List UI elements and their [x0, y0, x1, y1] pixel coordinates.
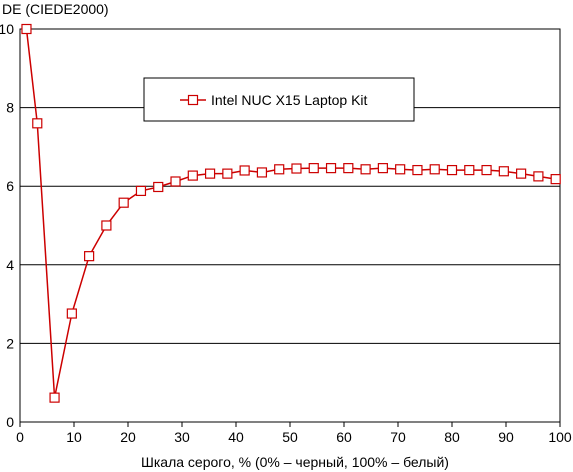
data-point-marker: [395, 164, 406, 175]
y-tick-label-8: 8: [6, 100, 14, 116]
x-tick-label-70: 70: [390, 429, 406, 445]
grid-lines: [20, 107, 560, 344]
data-point-marker: [118, 197, 129, 208]
x-tick-label-40: 40: [228, 429, 244, 445]
legend: Intel NUC X15 Laptop Kit: [143, 77, 415, 122]
data-point-marker: [101, 220, 112, 231]
data-point-marker: [498, 166, 509, 177]
data-point-marker: [325, 163, 337, 174]
y-axis-title: DE (CIEDE2000): [2, 1, 109, 17]
data-point-marker: [550, 174, 561, 185]
x-tick-label-100: 100: [548, 429, 572, 445]
x-tick-label-80: 80: [444, 429, 460, 445]
data-point-marker: [412, 164, 423, 176]
data-point-marker: [21, 23, 32, 35]
data-point-marker: [222, 168, 233, 179]
y-tick-label-0: 0: [6, 414, 14, 430]
x-axis-title: Шкала серого, % (0% – черный, 100% – бел…: [141, 454, 449, 470]
legend-entry-label: Intel NUC X15 Laptop Kit: [211, 92, 368, 108]
data-point-marker: [343, 163, 354, 174]
data-point-marker: [49, 392, 60, 403]
data-point-marker: [170, 176, 181, 187]
y-tick-label-4: 4: [6, 257, 14, 273]
data-point-marker: [187, 170, 198, 181]
data-point-marker: [429, 164, 440, 175]
series-layer: [21, 23, 561, 403]
data-point-marker: [360, 164, 371, 175]
y-tick-label-2: 2: [6, 335, 14, 351]
x-tick-label-60: 60: [336, 429, 352, 445]
data-point-marker: [239, 165, 250, 176]
data-point-marker: [256, 167, 268, 178]
data-point-marker: [84, 251, 95, 262]
data-point-marker: [464, 164, 475, 176]
data-point-marker: [32, 118, 43, 129]
x-tick-label-50: 50: [282, 429, 298, 445]
data-point-marker: [66, 308, 77, 319]
legend-marker-swatch: [187, 94, 199, 106]
data-point-marker: [153, 181, 164, 193]
data-point-marker: [135, 185, 147, 197]
x-tick-label-20: 20: [120, 429, 136, 445]
data-point-marker: [533, 171, 544, 182]
data-point-marker: [274, 164, 285, 175]
y-tick-label-6: 6: [6, 178, 14, 194]
data-point-marker: [516, 168, 527, 179]
data-point-marker: [308, 163, 319, 174]
data-point-marker: [204, 168, 216, 179]
data-point-marker: [377, 163, 388, 174]
x-tick-label-90: 90: [498, 429, 514, 445]
data-point-marker: [291, 163, 302, 174]
x-tick-label-30: 30: [174, 429, 190, 445]
data-point-marker: [446, 164, 458, 176]
x-tick-label-10: 10: [66, 429, 82, 445]
x-tick-label-0: 0: [16, 429, 24, 445]
data-point-marker: [481, 164, 492, 176]
y-tick-label-10: 10: [0, 21, 14, 37]
